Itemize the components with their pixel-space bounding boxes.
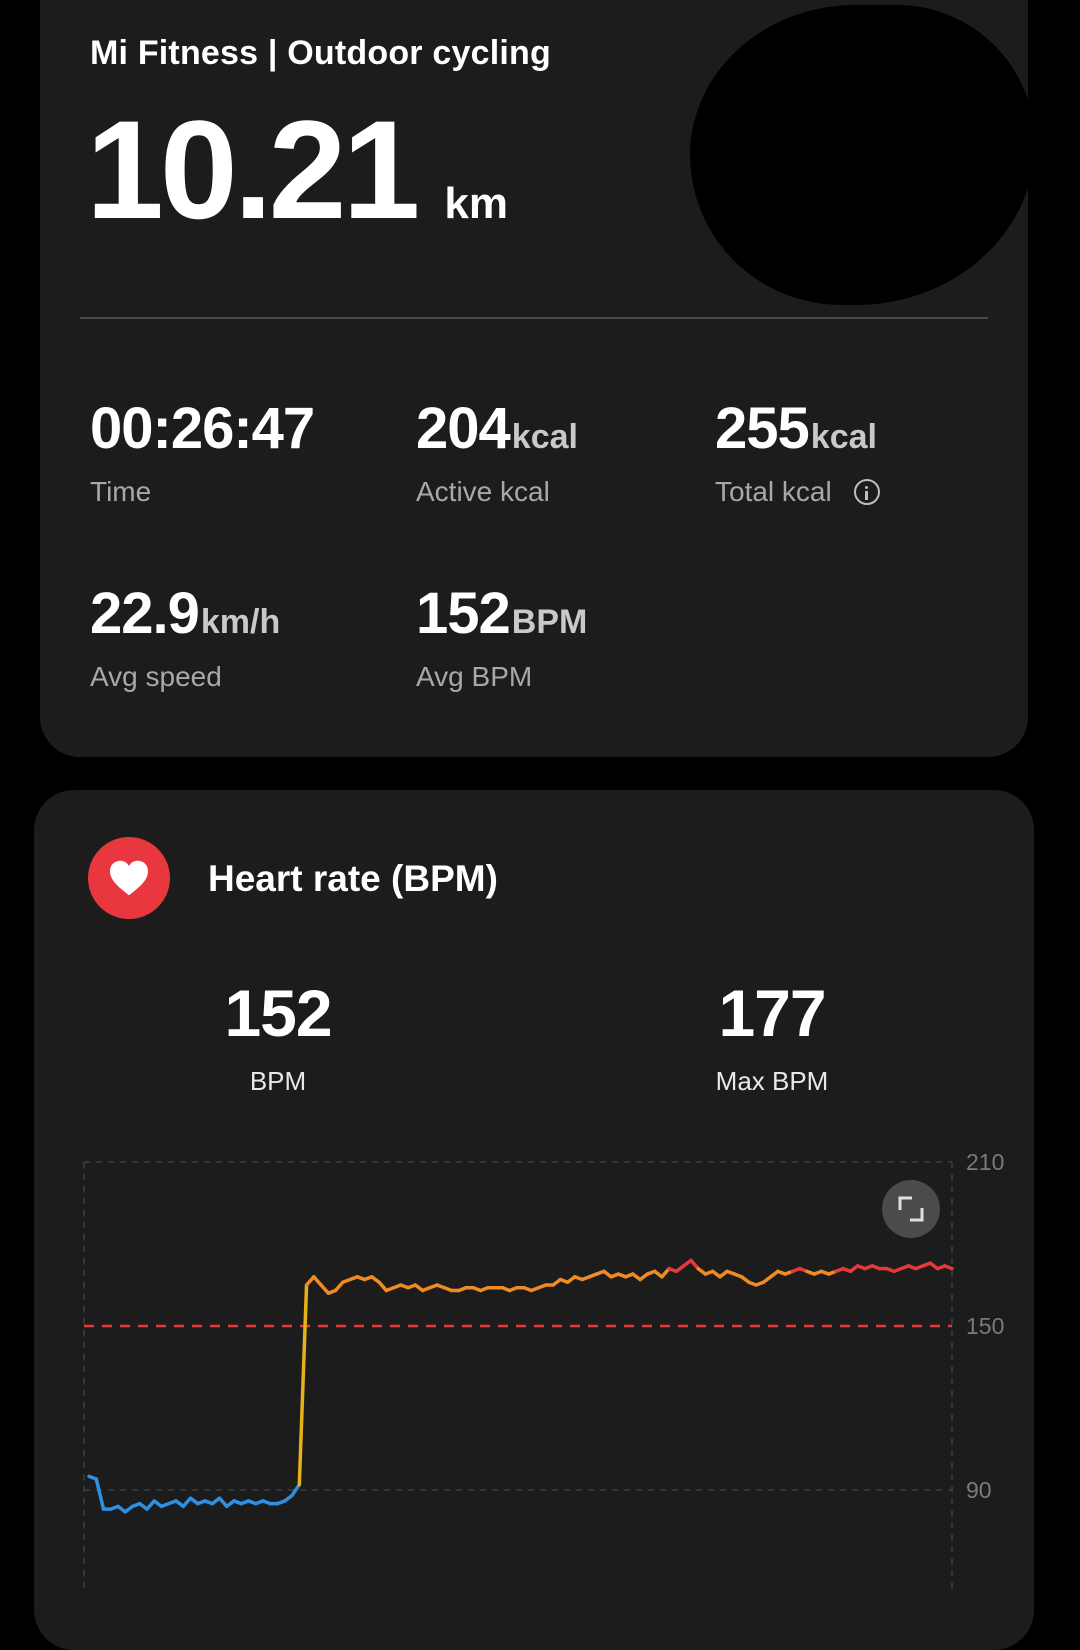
stat-avg-bpm: 152BPM Avg BPM — [416, 585, 587, 693]
heart-rate-segment — [942, 1264, 954, 1271]
stat-active-kcal: 204kcal Active kcal — [416, 400, 578, 508]
stat-value: 152BPM — [416, 581, 588, 646]
heart-rate-segment — [304, 1275, 316, 1287]
heart-rate-segment — [689, 1258, 700, 1271]
workout-summary-card: Mi Fitness | Outdoor cycling 10.21 km 00… — [40, 0, 1035, 757]
avg-bpm-value: 152 — [224, 976, 332, 1050]
heart-rate-segment — [660, 1266, 671, 1279]
heart-rate-segment — [94, 1477, 106, 1511]
heart-rate-title: Heart rate (BPM) — [208, 858, 498, 899]
workout-title: Mi Fitness | Outdoor cycling — [90, 34, 551, 72]
max-bpm-value: 177 — [718, 976, 826, 1050]
stat-label: Total kcal — [715, 476, 880, 508]
avg-bpm-stat: 152 BPM — [148, 980, 408, 1097]
expand-icon — [898, 1196, 924, 1222]
y-tick-label: 90 — [966, 1477, 992, 1503]
heart-rate-segment — [312, 1275, 323, 1287]
heart-glyph — [110, 860, 148, 896]
y-tick-label: 210 — [966, 1149, 1004, 1175]
max-bpm-stat: 177 Max BPM — [642, 980, 902, 1097]
heart-rate-segment — [290, 1482, 302, 1498]
heart-rate-chart: 210 150 90 — [83, 1149, 1004, 1590]
distance-unit: km — [444, 179, 508, 228]
expand-chart-button[interactable] — [882, 1180, 940, 1238]
distance-value: 10.21 — [86, 91, 420, 248]
y-tick-label: 150 — [966, 1313, 1004, 1339]
stat-time: 00:26:47 Time — [90, 400, 316, 508]
stat-label: Active kcal — [416, 476, 550, 507]
heart-rate-segment — [297, 1283, 309, 1487]
stat-value: 204kcal — [416, 396, 578, 461]
heart-icon — [88, 837, 170, 919]
stat-avg-speed: 22.9km/h Avg speed — [90, 585, 280, 693]
heart-rate-segment — [181, 1496, 193, 1509]
stat-label: Avg BPM — [416, 661, 533, 692]
redacted-area — [690, 5, 1035, 305]
avg-bpm-label: BPM — [249, 1066, 307, 1096]
heart-rate-segment — [377, 1280, 389, 1293]
heart-rate-card: Heart rate (BPM) 152 BPM 177 Max BPM 210… — [34, 790, 1034, 1650]
max-bpm-label: Max BPM — [715, 1066, 829, 1096]
heart-rate-segment — [217, 1496, 229, 1509]
stat-label: Avg speed — [90, 661, 222, 692]
info-icon[interactable] — [853, 479, 880, 505]
heart-rate-segment — [333, 1280, 345, 1293]
stat-total-kcal: 255kcal Total kcal — [715, 400, 880, 508]
stat-value: 22.9km/h — [90, 581, 281, 646]
stat-value: 00:26:47 — [90, 396, 315, 461]
stat-label: Time — [90, 476, 152, 507]
heart-rate-segment — [145, 1499, 157, 1511]
distance-display: 10.21 km — [86, 100, 508, 240]
stat-value: 255kcal — [715, 396, 877, 461]
heart-rate-segment — [319, 1283, 331, 1295]
divider — [80, 317, 988, 319]
